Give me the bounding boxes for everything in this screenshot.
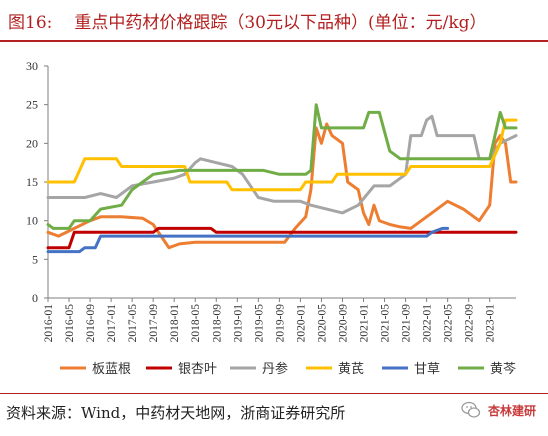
x-tick-label: 2020-05 bbox=[316, 304, 328, 343]
x-tick-label: 2017-05 bbox=[127, 304, 139, 343]
series-line-黄芪 bbox=[46, 118, 518, 192]
source-note: 资料来源：Wind，中药材天地网，浙商证券研究所 bbox=[6, 404, 346, 422]
x-tick-label: 2022-05 bbox=[443, 304, 455, 343]
figure-title: 重点中药材价格跟踪（30元以下品种）(单位：元/kg） bbox=[74, 12, 487, 33]
series-line-甘草 bbox=[46, 226, 450, 254]
watermark: 杏林建研 bbox=[461, 400, 538, 420]
legend-label-银杏叶: 银杏叶 bbox=[178, 362, 217, 377]
series-line-黄芩 bbox=[46, 103, 518, 230]
x-tick-label: 2018-09 bbox=[211, 304, 223, 343]
header-rule bbox=[0, 40, 548, 42]
watermark-text: 杏林建研 bbox=[485, 400, 538, 420]
figure-number: 图16: bbox=[8, 12, 53, 33]
legend-label-甘草: 甘草 bbox=[414, 362, 440, 377]
y-tick-label: 15 bbox=[26, 175, 38, 189]
y-tick-label: 30 bbox=[26, 59, 38, 73]
y-tick-label: 20 bbox=[26, 136, 38, 150]
legend-label-黄芩: 黄芩 bbox=[490, 362, 516, 377]
x-tick-label: 2019-01 bbox=[232, 304, 244, 343]
x-tick-label: 2017-01 bbox=[106, 304, 118, 343]
x-tick-label: 2021-05 bbox=[380, 304, 392, 343]
footer-rule bbox=[0, 393, 548, 394]
x-tick-label: 2016-05 bbox=[64, 304, 76, 343]
legend-label-黄芪: 黄芪 bbox=[338, 362, 364, 377]
x-tick-label: 2023-01 bbox=[485, 304, 497, 343]
y-tick-label: 10 bbox=[26, 214, 38, 228]
legend-label-板蓝根: 板蓝根 bbox=[92, 362, 131, 377]
x-tick-label: 2019-05 bbox=[253, 304, 265, 343]
figure-header: 图16: 重点中药材价格跟踪（30元以下品种）(单位：元/kg） bbox=[0, 0, 548, 40]
x-tick-label: 2021-09 bbox=[401, 304, 413, 343]
x-tick-label: 2022-09 bbox=[464, 304, 476, 343]
series-line-板蓝根 bbox=[46, 122, 518, 250]
x-tick-label: 2022-01 bbox=[422, 304, 434, 343]
wechat-icon bbox=[461, 401, 481, 418]
y-tick-label: 0 bbox=[32, 291, 38, 305]
series-line-丹参 bbox=[46, 114, 518, 215]
legend-label-丹参: 丹参 bbox=[262, 361, 288, 377]
x-tick-label: 2021-01 bbox=[359, 304, 371, 343]
x-tick-label: 2018-01 bbox=[169, 304, 181, 343]
x-tick-label: 2016-01 bbox=[43, 304, 55, 343]
series-line-银杏叶 bbox=[46, 226, 518, 250]
x-tick-label: 2018-05 bbox=[190, 304, 202, 343]
price-line-chart: 0 5 10 15 20 25 30 2016-01 2016-05 2016-09 2017-01… bbox=[26, 59, 518, 377]
y-tick-label: 5 bbox=[32, 252, 38, 266]
x-tick-label: 2016-09 bbox=[85, 304, 97, 343]
x-tick-label: 2020-01 bbox=[295, 304, 307, 343]
y-tick-label: 25 bbox=[26, 98, 38, 112]
x-tick-label: 2017-09 bbox=[148, 304, 160, 343]
x-tick-label: 2020-09 bbox=[337, 304, 349, 343]
x-tick-label: 2019-09 bbox=[274, 304, 286, 343]
